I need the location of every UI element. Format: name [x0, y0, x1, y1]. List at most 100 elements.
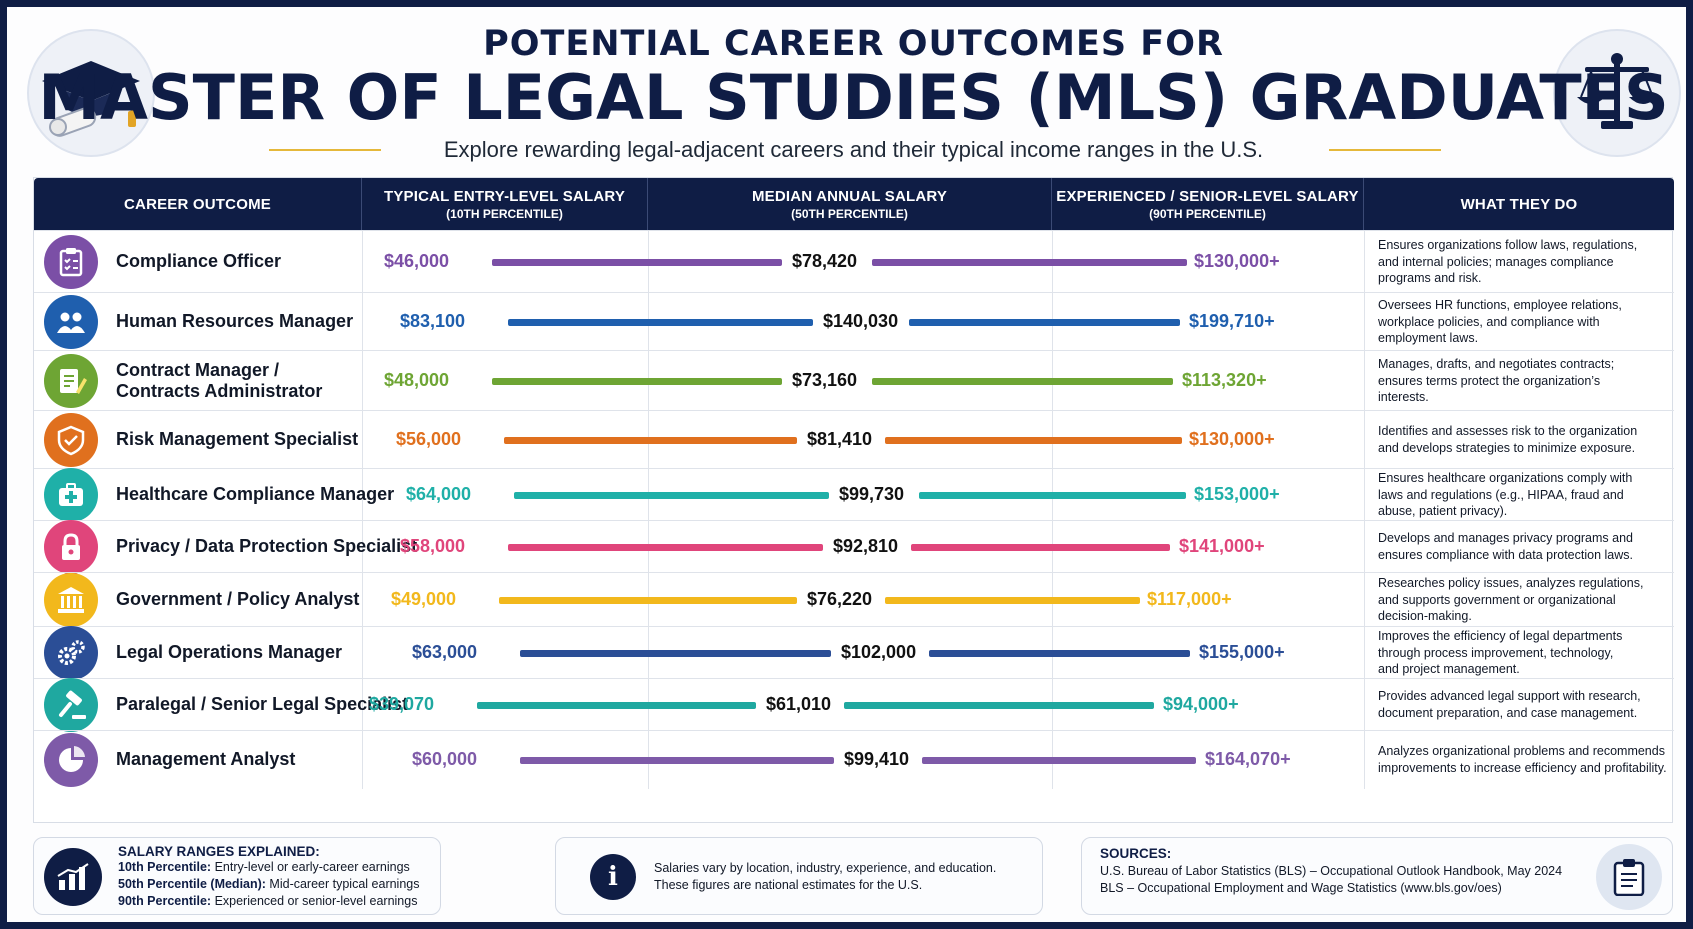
sources-box: SOURCES: U.S. Bureau of Labor Statistics… — [1081, 837, 1673, 915]
column-divider — [362, 293, 363, 351]
header-senior-sub: (90TH PERCENTILE) — [1149, 206, 1266, 221]
explained-text-3: Experienced or senior-level earnings — [211, 894, 418, 908]
column-divider — [1364, 351, 1365, 411]
median-salary: $99,730 — [839, 484, 905, 504]
entry-salary: $49,000 — [391, 589, 457, 609]
median-salary: $102,000 — [841, 642, 917, 662]
salary-bar-median-to-senior — [885, 597, 1140, 604]
document-pen-icon — [44, 354, 98, 408]
career-name-line-1: Human Resources Manager — [116, 311, 354, 331]
salary-bar-median-to-senior — [919, 492, 1186, 499]
career-name-line-1: Healthcare Compliance Manager — [116, 484, 395, 504]
salary-bar-entry-to-median — [508, 544, 823, 551]
median-salary: $81,410 — [807, 429, 873, 449]
role-description-line-1: Manages, drafts, and negotiates contract… — [1378, 357, 1615, 371]
career-name: Risk Management Specialist — [116, 429, 358, 450]
subtitle: Explore rewarding legal-adjacent careers… — [443, 137, 1264, 162]
role-description-line-3: programs and risk. — [1378, 271, 1482, 285]
career-name-line-1: Risk Management Specialist — [116, 429, 359, 449]
explained-line-1: 10th Percentile: Entry-level or early-ca… — [118, 859, 420, 876]
career-name-line-1: Legal Operations Manager — [116, 642, 343, 662]
note-line-2: These figures are national estimates for… — [654, 878, 923, 892]
header-career-label: CAREER OUTCOME — [124, 195, 271, 213]
senior-salary: $94,000+ — [1163, 694, 1239, 714]
graduation-cap-diploma-icon — [27, 29, 155, 157]
header-median-label: MEDIAN ANNUAL SALARY — [751, 187, 948, 205]
role-description-line-1: Ensures organizations follow laws, regul… — [1378, 238, 1638, 252]
salary-bar-median-to-senior — [885, 437, 1182, 444]
role-description-line-1: Provides advanced legal support with res… — [1378, 689, 1641, 703]
role-description-line-3: decision-making. — [1378, 609, 1472, 623]
senior-salary: $113,320+ — [1182, 370, 1267, 390]
clipboard-checklist-icon — [44, 235, 98, 289]
explained-title: SALARY RANGES EXPLAINED: — [118, 844, 320, 859]
table-row: Privacy / Data Protection Specialist $58,… — [34, 520, 1674, 574]
role-description-line-3: and project management. — [1378, 662, 1520, 676]
role-description-line-2: improvements to increase efficiency and … — [1378, 760, 1667, 775]
column-divider — [1364, 469, 1365, 521]
header-median: MEDIAN ANNUAL SALARY (50TH PERCENTILE) — [648, 178, 1052, 230]
median-salary: $78,420 — [792, 251, 858, 271]
salary-bar-median-to-senior — [911, 544, 1170, 551]
role-description: Ensures organizations follow laws, regul… — [1378, 237, 1670, 287]
role-description-line-3: interests. — [1378, 390, 1429, 404]
people-group-icon — [44, 295, 98, 349]
career-name: Legal Operations Manager — [116, 642, 342, 663]
bar-chart-icon — [44, 848, 102, 906]
table-row: Legal Operations Manager $63,000 $102,000 $… — [34, 626, 1674, 680]
role-description: Manages, drafts, and negotiates contract… — [1378, 356, 1670, 406]
entry-salary: $46,000 — [384, 251, 450, 271]
career-name-line-2: Contracts Administrator — [116, 381, 323, 401]
explained-label-3: 90th Percentile: — [118, 894, 212, 908]
padlock-icon — [44, 520, 98, 574]
salary-note: i Salaries vary by location, industry, e… — [555, 837, 1043, 915]
salary-bar-median-to-senior — [872, 259, 1187, 266]
column-divider — [1364, 573, 1365, 627]
column-divider — [362, 351, 363, 411]
table-row: Management Analyst $60,000 $99,410 $164,070… — [34, 730, 1674, 789]
header-what-label: WHAT THEY DO — [1460, 195, 1578, 213]
career-name: Paralegal / Senior Legal Specialist — [116, 694, 408, 715]
salary-bar-median-to-senior — [909, 319, 1180, 326]
role-description-line-2: and supports government or organizationa… — [1378, 592, 1616, 607]
header-what: WHAT THEY DO — [1364, 178, 1674, 230]
role-description: Improves the efficiency of legal departm… — [1378, 628, 1670, 678]
career-name: Government / Policy Analyst — [116, 589, 359, 610]
salary-bar-entry-to-median — [504, 437, 797, 444]
note-line-1: Salaries vary by location, industry, exp… — [654, 861, 997, 875]
column-divider — [1364, 521, 1365, 573]
table-row: Government / Policy Analyst $49,000 $76,22… — [34, 572, 1674, 627]
role-description: Oversees HR functions, employee relation… — [1378, 297, 1670, 347]
title-line-2: MASTER OF LEGAL STUDIES (MLS) GRADUATES — [38, 61, 1669, 134]
explained-text-1: Entry-level or early-career earnings — [211, 860, 410, 874]
role-description-line-1: Analyzes organizational problems and rec… — [1378, 744, 1665, 758]
scales-of-justice-icon — [1553, 29, 1681, 157]
career-name: Privacy / Data Protection Specialist — [116, 536, 417, 557]
header-senior: EXPERIENCED / SENIOR-LEVEL SALARY (90TH … — [1052, 178, 1364, 230]
senior-salary: $155,000+ — [1199, 642, 1285, 662]
career-name-line-1: Compliance Officer — [116, 251, 282, 271]
entry-salary: $60,000 — [412, 749, 478, 769]
entry-salary: $63,000 — [412, 642, 478, 662]
senior-salary: $199,710+ — [1189, 311, 1275, 331]
salary-bar-median-to-senior — [922, 757, 1196, 764]
role-description-line-2: and develops strategies to minimize expo… — [1378, 440, 1636, 455]
header-senior-label: EXPERIENCED / SENIOR-LEVEL SALARY — [1056, 187, 1359, 205]
column-divider — [1364, 731, 1365, 789]
explained-label-2: 50th Percentile (Median): — [118, 877, 266, 891]
medical-kit-icon — [44, 468, 98, 522]
table-row: Risk Management Specialist $56,000 $81,410… — [34, 410, 1674, 469]
explained-line-3: 90th Percentile: Experienced or senior-l… — [118, 893, 420, 910]
role-description: Identifies and assesses risk to the orga… — [1378, 423, 1670, 456]
entry-salary: $83,100 — [400, 311, 466, 331]
career-name-line-1: Management Analyst — [116, 749, 296, 769]
column-divider — [1364, 627, 1365, 679]
sources-title: SOURCES: — [1100, 846, 1172, 861]
salary-bar-median-to-senior — [844, 702, 1154, 709]
salary-bar-entry-to-median — [492, 378, 782, 385]
header-entry: TYPICAL ENTRY-LEVEL SALARY (10TH PERCENT… — [362, 178, 648, 230]
salary-bar-entry-to-median — [520, 757, 834, 764]
subtitle-rule-right — [1329, 149, 1441, 151]
column-divider — [362, 231, 363, 293]
